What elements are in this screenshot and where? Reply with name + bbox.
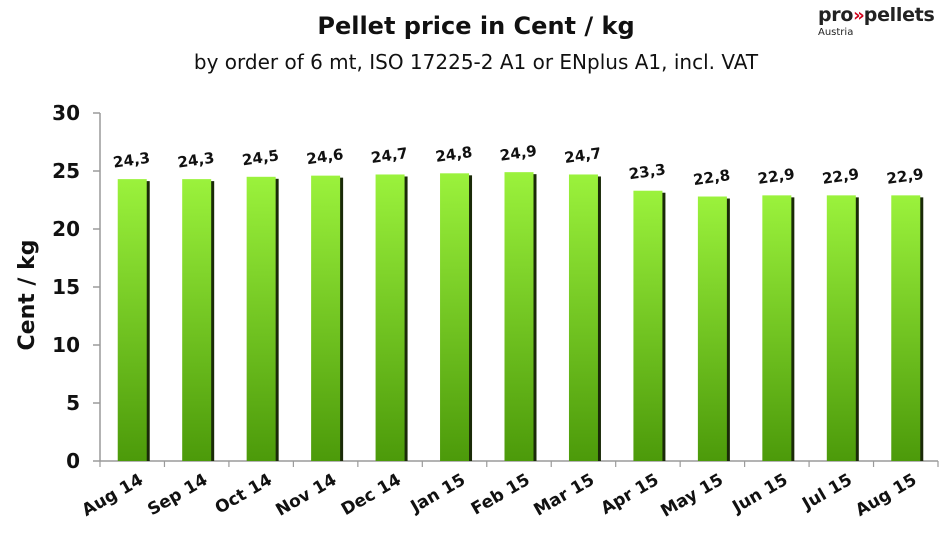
logo-wordmark: pro» pellets — [818, 4, 948, 26]
data-label: 22,8 — [692, 166, 731, 189]
data-label: 22,9 — [885, 165, 924, 188]
propellets-logo: pro» pellets Austria — [818, 4, 948, 48]
bar — [504, 172, 534, 461]
data-label: 24,9 — [499, 142, 538, 165]
bar — [568, 174, 598, 462]
y-axis-label: Cent / kg — [15, 240, 40, 351]
bar — [311, 175, 341, 461]
chart-subtitle: by order of 6 mt, ISO 17225-2 A1 or ENpl… — [193, 50, 759, 74]
bar — [117, 179, 147, 461]
data-label: 24,7 — [563, 144, 602, 167]
y-tick-label: 25 — [52, 159, 80, 183]
y-tick-label: 0 — [66, 449, 80, 473]
logo-suffix: pellets — [863, 4, 935, 26]
x-tick-label: Feb 15 — [468, 470, 534, 519]
bar — [891, 195, 921, 462]
data-label: 22,9 — [821, 165, 860, 188]
bar — [182, 179, 212, 461]
y-tick-label: 10 — [52, 333, 80, 357]
data-label: 22,9 — [757, 165, 796, 188]
x-tick-label: Aug 15 — [852, 470, 920, 521]
y-tick-label: 5 — [66, 391, 80, 415]
x-tick-label: Oct 14 — [212, 470, 276, 519]
x-tick-label: Jan 15 — [407, 470, 469, 518]
x-tick-label: Aug 14 — [79, 470, 147, 521]
data-label: 24,8 — [434, 143, 473, 166]
x-tick-label: Sep 14 — [144, 470, 211, 520]
data-label: 24,5 — [241, 146, 280, 169]
x-tick-label: May 15 — [658, 470, 727, 522]
bars — [117, 172, 924, 462]
data-label: 24,3 — [176, 149, 215, 172]
logo-region: Austria — [818, 27, 854, 38]
y-tick-label: 20 — [52, 217, 80, 241]
x-tick-label: Jun 15 — [728, 470, 791, 518]
bar — [375, 174, 405, 462]
bar — [826, 195, 856, 462]
bar — [762, 195, 792, 462]
data-label: 24,7 — [370, 144, 409, 167]
y-tick-label: 30 — [52, 101, 80, 125]
x-tick-label: Mar 15 — [530, 470, 597, 521]
x-tick-label: Jul 15 — [798, 470, 855, 515]
data-label: 24,3 — [112, 149, 151, 172]
bar — [633, 190, 663, 461]
x-tick-label: Apr 15 — [598, 470, 663, 519]
chart-title: Pellet price in Cent / kg — [317, 12, 635, 40]
axes: 0 5 10 15 20 25 30 — [52, 101, 939, 473]
bar — [440, 173, 470, 461]
logo-arrows-icon: » — [853, 5, 864, 26]
data-label: 23,3 — [628, 160, 667, 183]
x-tick-label: Nov 14 — [272, 470, 340, 521]
bar — [246, 176, 276, 462]
data-label: 24,6 — [305, 145, 344, 168]
logo-prefix: pro — [818, 4, 854, 26]
x-tick-label: Dec 14 — [338, 470, 405, 520]
y-tick-label: 15 — [52, 275, 80, 299]
bar — [697, 196, 727, 461]
